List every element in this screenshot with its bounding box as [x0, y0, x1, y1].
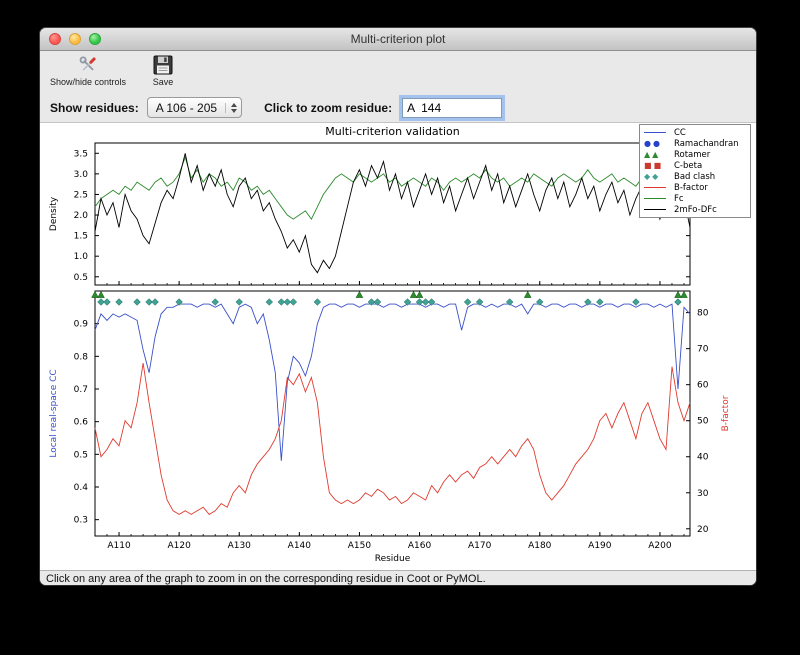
svg-text:2.0: 2.0 [74, 211, 89, 221]
svg-text:50: 50 [697, 417, 709, 427]
svg-text:0.5: 0.5 [74, 450, 88, 460]
legend-entry: ▲ ▲ Rotamer [644, 149, 746, 160]
svg-text:A180: A180 [528, 541, 552, 551]
legend-label: B-factor [674, 182, 708, 193]
zoom-residue-input[interactable] [402, 97, 503, 118]
legend-entry: ◆ ◆ Bad clash [644, 171, 746, 182]
save-label: Save [152, 77, 174, 87]
legend-entry: B-factor [644, 182, 746, 193]
minimize-button[interactable] [69, 33, 81, 45]
svg-text:A160: A160 [408, 541, 432, 551]
legend-label: Bad clash [674, 171, 716, 182]
svg-text:40: 40 [697, 453, 709, 463]
svg-text:2.5: 2.5 [74, 190, 88, 200]
svg-text:3.0: 3.0 [74, 170, 89, 180]
zoom-residue-label: Click to zoom residue: [264, 100, 393, 115]
legend-entry: ■ ■ C-beta [644, 160, 746, 171]
svg-text:0.8: 0.8 [74, 352, 89, 362]
save-button[interactable]: Save [152, 54, 174, 87]
svg-text:1.0: 1.0 [74, 252, 89, 262]
legend-symbol-circle-icon: ● ● [644, 138, 660, 148]
svg-text:Local real-space CC: Local real-space CC [49, 369, 59, 457]
legend-symbol-line-icon [644, 209, 674, 210]
figure[interactable]: Multi-criterion validation 0.5 1.0 1.5 2.0 2.… [40, 123, 756, 570]
svg-text:A150: A150 [348, 541, 372, 551]
svg-text:0.6: 0.6 [74, 418, 89, 428]
svg-text:Residue: Residue [375, 554, 411, 564]
residue-range-select[interactable]: A 106 - 205 [146, 97, 243, 118]
toolbar: Show/hide controls Save [40, 51, 756, 93]
svg-text:60: 60 [697, 381, 709, 391]
svg-text:A130: A130 [228, 541, 252, 551]
legend: CC ● ● Ramachandran ▲ ▲ Rotamer ■ ■ C-beta ◆ ◆ Bad c… [639, 124, 751, 218]
svg-text:0.9: 0.9 [74, 320, 89, 330]
svg-text:0.3: 0.3 [74, 516, 88, 526]
legend-entry: CC [644, 127, 746, 138]
svg-text:Density: Density [49, 196, 59, 231]
svg-text:3.5: 3.5 [74, 149, 88, 159]
legend-label: Rotamer [674, 149, 711, 160]
titlebar[interactable]: Multi-criterion plot [40, 28, 756, 51]
svg-text:70: 70 [697, 345, 709, 355]
multi-criterion-plot-window: Multi-criterion plot Show/hide controls [40, 28, 756, 585]
legend-label: 2mFo-DFc [674, 204, 717, 215]
svg-text:A140: A140 [288, 541, 312, 551]
legend-label: C-beta [674, 160, 703, 171]
svg-text:A110: A110 [107, 541, 131, 551]
svg-text:A170: A170 [468, 541, 492, 551]
zoom-window-button[interactable] [89, 33, 101, 45]
legend-label: Fc [674, 193, 684, 204]
legend-entry: Fc [644, 193, 746, 204]
legend-label: Ramachandran [674, 138, 739, 149]
svg-text:80: 80 [697, 309, 709, 319]
svg-text:0.7: 0.7 [74, 385, 88, 395]
svg-text:0.4: 0.4 [74, 483, 89, 493]
legend-symbol-line-icon [644, 187, 674, 188]
svg-text:A200: A200 [648, 541, 672, 551]
legend-entry: ● ● Ramachandran [644, 138, 746, 149]
svg-text:A120: A120 [167, 541, 191, 551]
plot-area: Multi-criterion validation 0.5 1.0 1.5 2.0 2.… [40, 123, 756, 570]
svg-text:Multi-criterion validation: Multi-criterion validation [325, 125, 460, 138]
show-hide-controls-label: Show/hide controls [50, 77, 127, 87]
legend-symbol-triangle-icon: ▲ ▲ [644, 149, 659, 159]
show-hide-controls-button[interactable]: Show/hide controls [50, 54, 126, 87]
save-icon [153, 55, 173, 75]
status-bar: Click on any area of the graph to zoom i… [40, 570, 756, 585]
tools-icon [79, 56, 96, 71]
svg-text:1.5: 1.5 [74, 232, 88, 242]
show-residues-label: Show residues: [50, 100, 139, 115]
svg-text:B-factor: B-factor [721, 395, 731, 431]
svg-text:20: 20 [697, 525, 709, 535]
traffic-lights [49, 33, 101, 45]
legend-entry: 2mFo-DFc [644, 204, 746, 215]
window-title: Multi-criterion plot [350, 32, 446, 46]
legend-symbol-diamond-icon: ◆ ◆ [644, 171, 659, 181]
legend-symbol-line-icon [644, 132, 674, 133]
residue-range-value: A 106 - 205 [155, 100, 218, 115]
svg-text:30: 30 [697, 489, 709, 499]
svg-text:0.5: 0.5 [74, 273, 88, 283]
legend-symbol-square-icon: ■ ■ [644, 160, 662, 170]
legend-label: CC [674, 127, 686, 138]
close-button[interactable] [49, 33, 61, 45]
stepper-arrows-icon [225, 102, 238, 113]
status-text: Click on any area of the graph to zoom i… [46, 573, 486, 585]
legend-symbol-line-icon [644, 198, 674, 199]
controls-row: Show residues: A 106 - 205 Click to zoom… [40, 93, 756, 123]
svg-text:A190: A190 [588, 541, 612, 551]
